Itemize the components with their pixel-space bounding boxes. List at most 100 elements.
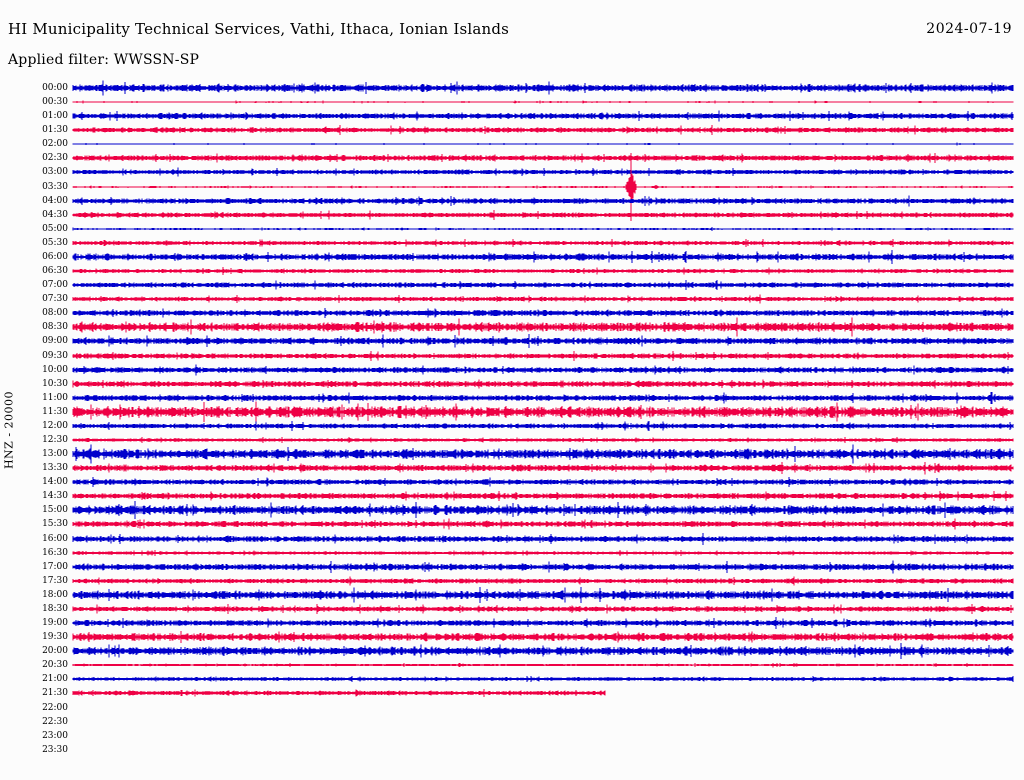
trace-row[interactable]: 22:30 [0,717,1024,731]
seismic-trace[interactable] [72,358,1014,382]
trace-row[interactable]: 15:30 [0,518,1024,533]
trace-row[interactable]: 04:30 [0,210,1024,224]
seismic-trace[interactable] [73,738,1013,762]
trace-row[interactable]: 09:30 [0,350,1024,365]
trace-row[interactable]: 08:00 [0,308,1024,322]
trace-time-label: 07:00 [42,280,68,291]
seismic-trace[interactable] [72,456,1014,480]
trace-row[interactable]: 21:30 [0,688,1024,702]
trace-row[interactable]: 07:00 [0,280,1024,294]
seismic-trace[interactable] [72,498,1014,522]
seismic-trace[interactable] [72,104,1014,128]
seismic-trace[interactable] [72,76,1014,100]
seismic-event-marker [690,185,696,188]
trace-row[interactable]: 22:00 [0,703,1024,717]
trace-row[interactable]: 18:00 [0,586,1024,604]
trace-row[interactable]: 15:00 [0,501,1024,520]
seismic-trace[interactable] [72,152,1014,221]
seismic-event-marker [794,663,800,667]
trace-row[interactable]: 18:30 [0,603,1024,618]
trace-row[interactable]: 06:00 [0,250,1024,266]
seismic-trace[interactable] [72,217,1014,241]
trace-row[interactable]: 12:30 [0,435,1024,449]
trace-row[interactable]: 08:30 [0,317,1024,338]
seismic-trace[interactable] [72,470,1014,494]
seismic-trace[interactable] [72,555,1014,579]
trace-row[interactable]: 19:00 [0,617,1024,632]
seismic-trace[interactable] [72,273,1014,297]
trace-row[interactable]: 05:00 [0,224,1024,238]
trace-row[interactable]: 12:00 [0,421,1024,435]
trace-row[interactable]: 14:30 [0,491,1024,505]
seismic-trace[interactable] [72,372,1014,396]
seismic-trace[interactable] [72,569,1014,593]
seismic-trace[interactable] [72,259,1014,283]
trace-row[interactable]: 03:00 [0,167,1024,181]
trace-row[interactable]: 11:30 [0,401,1024,423]
seismic-trace[interactable] [72,625,1014,649]
seismic-trace[interactable] [72,611,1014,635]
trace-row[interactable]: 00:00 [0,80,1024,97]
seismic-trace[interactable] [72,442,1014,466]
seismic-trace[interactable] [72,667,1014,691]
seismic-trace[interactable] [72,428,1014,452]
seismic-trace[interactable] [72,344,1014,368]
seismic-trace[interactable] [72,597,1014,621]
seismic-trace[interactable] [72,245,1014,269]
trace-row[interactable]: 07:30 [0,294,1024,308]
trace-row[interactable]: 13:00 [0,444,1024,464]
trace-row[interactable]: 05:30 [0,238,1024,252]
trace-row[interactable]: 21:00 [0,674,1024,688]
seismic-event-marker [954,142,960,146]
seismic-trace[interactable] [72,681,1013,705]
seismic-trace[interactable] [72,512,1014,536]
seismic-trace[interactable] [72,639,1014,663]
seismic-trace[interactable] [72,414,1014,438]
seismic-trace[interactable] [72,146,1014,170]
seismic-trace[interactable] [72,653,1014,677]
trace-row[interactable]: 02:00 [0,139,1024,153]
trace-row[interactable]: 06:30 [0,266,1024,280]
trace-row[interactable]: 09:00 [0,334,1024,350]
seismic-trace[interactable] [72,231,1014,255]
trace-row[interactable]: 20:00 [0,643,1024,660]
trace-time-label: 00:30 [42,97,68,108]
trace-row[interactable]: 02:30 [0,153,1024,167]
seismic-trace[interactable] [72,527,1014,551]
trace-row[interactable]: 10:30 [0,379,1024,393]
seismic-trace[interactable] [72,386,1014,410]
trace-row[interactable]: 14:00 [0,477,1024,491]
seismic-trace[interactable] [72,541,1014,565]
trace-row[interactable]: 11:00 [0,391,1024,407]
seismic-trace[interactable] [72,160,1014,184]
seismic-trace[interactable] [72,484,1014,508]
seismic-trace[interactable] [72,203,1014,227]
trace-row[interactable]: 01:00 [0,110,1024,125]
trace-row[interactable]: 20:30 [0,660,1024,674]
seismic-trace[interactable] [72,583,1014,607]
trace-row[interactable]: 23:30 [0,745,1024,759]
trace-row[interactable]: 17:30 [0,576,1024,590]
trace-time-label: 16:30 [42,547,68,558]
seismic-trace[interactable] [72,400,1014,424]
seismic-trace[interactable] [72,90,1014,114]
trace-row[interactable]: 16:00 [0,532,1024,548]
seismic-trace[interactable] [72,329,1014,353]
trace-row[interactable]: 17:00 [0,560,1024,576]
trace-row[interactable]: 00:30 [0,97,1024,111]
seismic-trace[interactable] [72,315,1014,339]
trace-row[interactable]: 16:30 [0,548,1024,562]
trace-row[interactable]: 01:30 [0,125,1024,139]
trace-row[interactable]: 04:00 [0,195,1024,210]
trace-row[interactable]: 03:30 [0,152,1024,221]
seismic-trace[interactable] [72,287,1014,311]
trace-row[interactable]: 13:30 [0,461,1024,477]
seismic-trace[interactable] [72,301,1014,325]
trace-row[interactable]: 19:30 [0,630,1024,646]
trace-time-label: 22:30 [42,716,68,727]
seismic-trace[interactable] [72,118,1014,142]
trace-row[interactable]: 10:00 [0,364,1024,379]
seismic-trace[interactable] [72,132,1014,156]
seismic-trace[interactable] [72,189,1014,213]
trace-row[interactable]: 23:00 [0,731,1024,745]
